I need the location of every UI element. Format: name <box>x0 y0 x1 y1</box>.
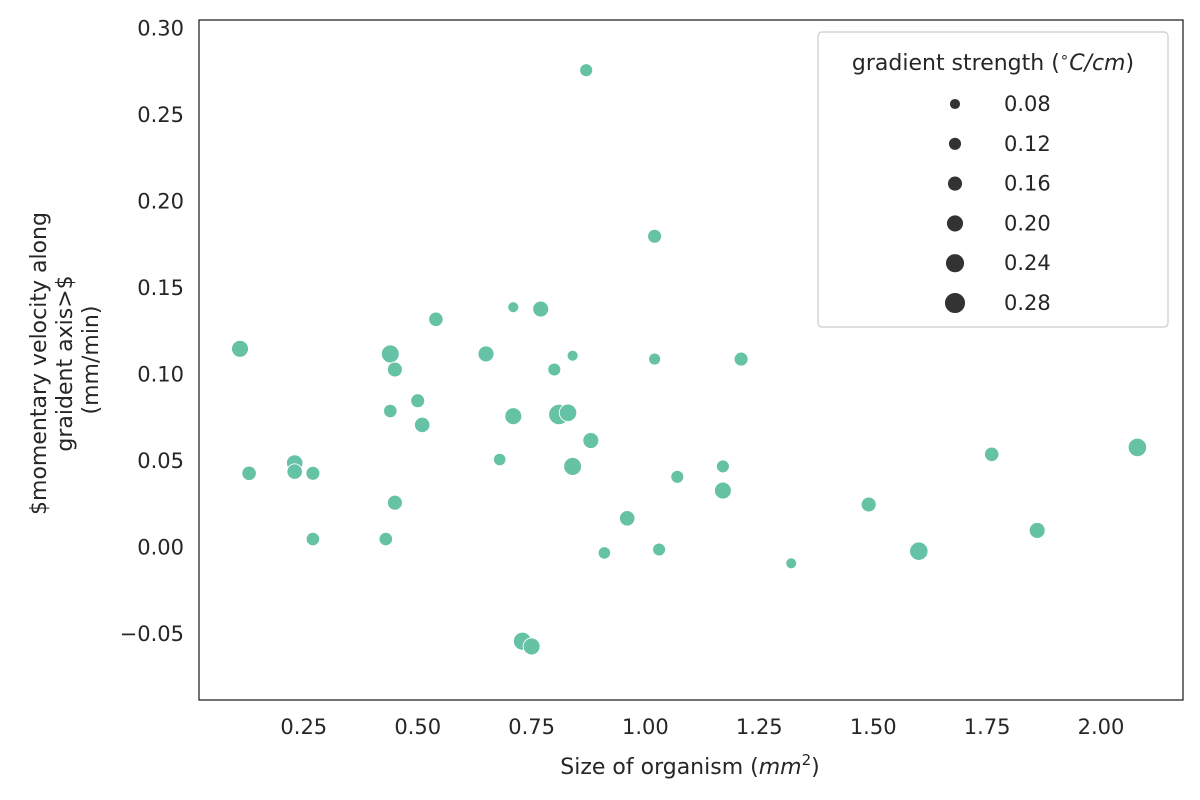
legend: gradient strength (∘C/cm) 0.080.120.160.… <box>817 31 1169 328</box>
data-point-0 <box>579 63 594 78</box>
data-point-26 <box>286 463 303 480</box>
data-point-39 <box>597 546 612 560</box>
legend-marker <box>947 175 963 192</box>
data-point-14 <box>383 403 398 419</box>
legend-marker <box>948 136 962 151</box>
y-tick-label: 0.20 <box>137 190 184 214</box>
data-point-30 <box>713 481 732 500</box>
data-point-13 <box>410 393 426 409</box>
x-tick-label: 1.50 <box>850 715 897 739</box>
data-point-12 <box>547 362 562 377</box>
data-point-20 <box>1127 437 1148 458</box>
data-point-17 <box>558 403 578 422</box>
plot-frame <box>198 19 1184 701</box>
data-point-18 <box>414 416 431 434</box>
y-tick-label: 0.10 <box>137 363 184 387</box>
data-point-28 <box>305 465 321 481</box>
data-point-27 <box>241 465 257 481</box>
x-tick-label: 1.00 <box>622 715 669 739</box>
legend-entries: 0.08 0.12 0.16 0.20 0.24 0.28 <box>944 92 1051 315</box>
x-tick-label: 1.75 <box>964 715 1011 739</box>
data-point-33 <box>619 510 636 527</box>
legend-label: 0.12 <box>1004 132 1051 156</box>
data-point-22 <box>493 452 507 467</box>
y-tick-label: 0.05 <box>137 449 184 473</box>
y-tick-label: 0.00 <box>137 536 184 560</box>
legend-label: 0.08 <box>1004 92 1051 116</box>
data-point-8 <box>566 349 579 362</box>
data-point-24 <box>563 456 583 476</box>
data-point-6 <box>380 344 400 364</box>
data-point-37 <box>652 542 667 557</box>
data-point-42 <box>522 637 541 656</box>
data-point-7 <box>477 345 495 363</box>
y-tick-label: 0.30 <box>137 17 184 41</box>
data-point-34 <box>1028 521 1046 539</box>
y-tick-label: −0.05 <box>120 622 184 646</box>
data-point-2 <box>507 301 520 314</box>
legend-title: gradient strength (∘C/cm) <box>852 48 1134 76</box>
data-point-16 <box>504 407 523 426</box>
data-point-9 <box>648 352 662 366</box>
x-tick-label: 2.00 <box>1078 715 1125 739</box>
data-point-4 <box>428 311 444 327</box>
data-point-40 <box>785 557 798 570</box>
data-point-10 <box>733 351 749 367</box>
x-tick-labels: 0.25 0.50 0.75 1.00 1.25 1.50 1.75 2.00 <box>280 715 1124 739</box>
x-tick-label: 0.25 <box>280 715 327 739</box>
data-point-35 <box>305 531 321 547</box>
legend-label: 0.20 <box>1004 211 1051 235</box>
data-point-38 <box>909 541 929 561</box>
data-point-21 <box>984 446 1000 462</box>
data-point-36 <box>378 531 393 547</box>
data-point-1 <box>647 228 663 244</box>
x-tick-label: 1.25 <box>736 715 783 739</box>
data-point-31 <box>386 494 403 511</box>
y-axis-label: $momentary velocity along graident axis>… <box>27 205 104 515</box>
legend-marker <box>949 98 961 110</box>
x-tick-label: 0.50 <box>394 715 441 739</box>
data-point-11 <box>386 361 403 378</box>
legend-frame <box>817 31 1169 328</box>
y-tick-label: 0.15 <box>137 276 184 300</box>
legend-label: 0.28 <box>1004 291 1051 315</box>
x-axis-label: Size of organism (mm2) <box>560 751 819 780</box>
data-point-3 <box>532 300 550 318</box>
data-point-29 <box>670 469 685 484</box>
legend-label: 0.16 <box>1004 172 1051 196</box>
legend-marker <box>945 253 965 274</box>
legend-marker <box>944 292 966 314</box>
x-tick-label: 0.75 <box>508 715 555 739</box>
data-point-32 <box>860 496 877 513</box>
legend-marker <box>946 214 964 233</box>
data-point-5 <box>231 339 249 358</box>
y-tick-label: 0.25 <box>137 103 184 127</box>
legend-label: 0.24 <box>1004 251 1051 275</box>
data-points <box>231 63 1148 656</box>
data-point-25 <box>715 459 730 474</box>
y-tick-labels: −0.05 0.00 0.05 0.10 0.15 0.20 0.25 0.30 <box>120 17 184 647</box>
data-point-19 <box>582 432 600 449</box>
